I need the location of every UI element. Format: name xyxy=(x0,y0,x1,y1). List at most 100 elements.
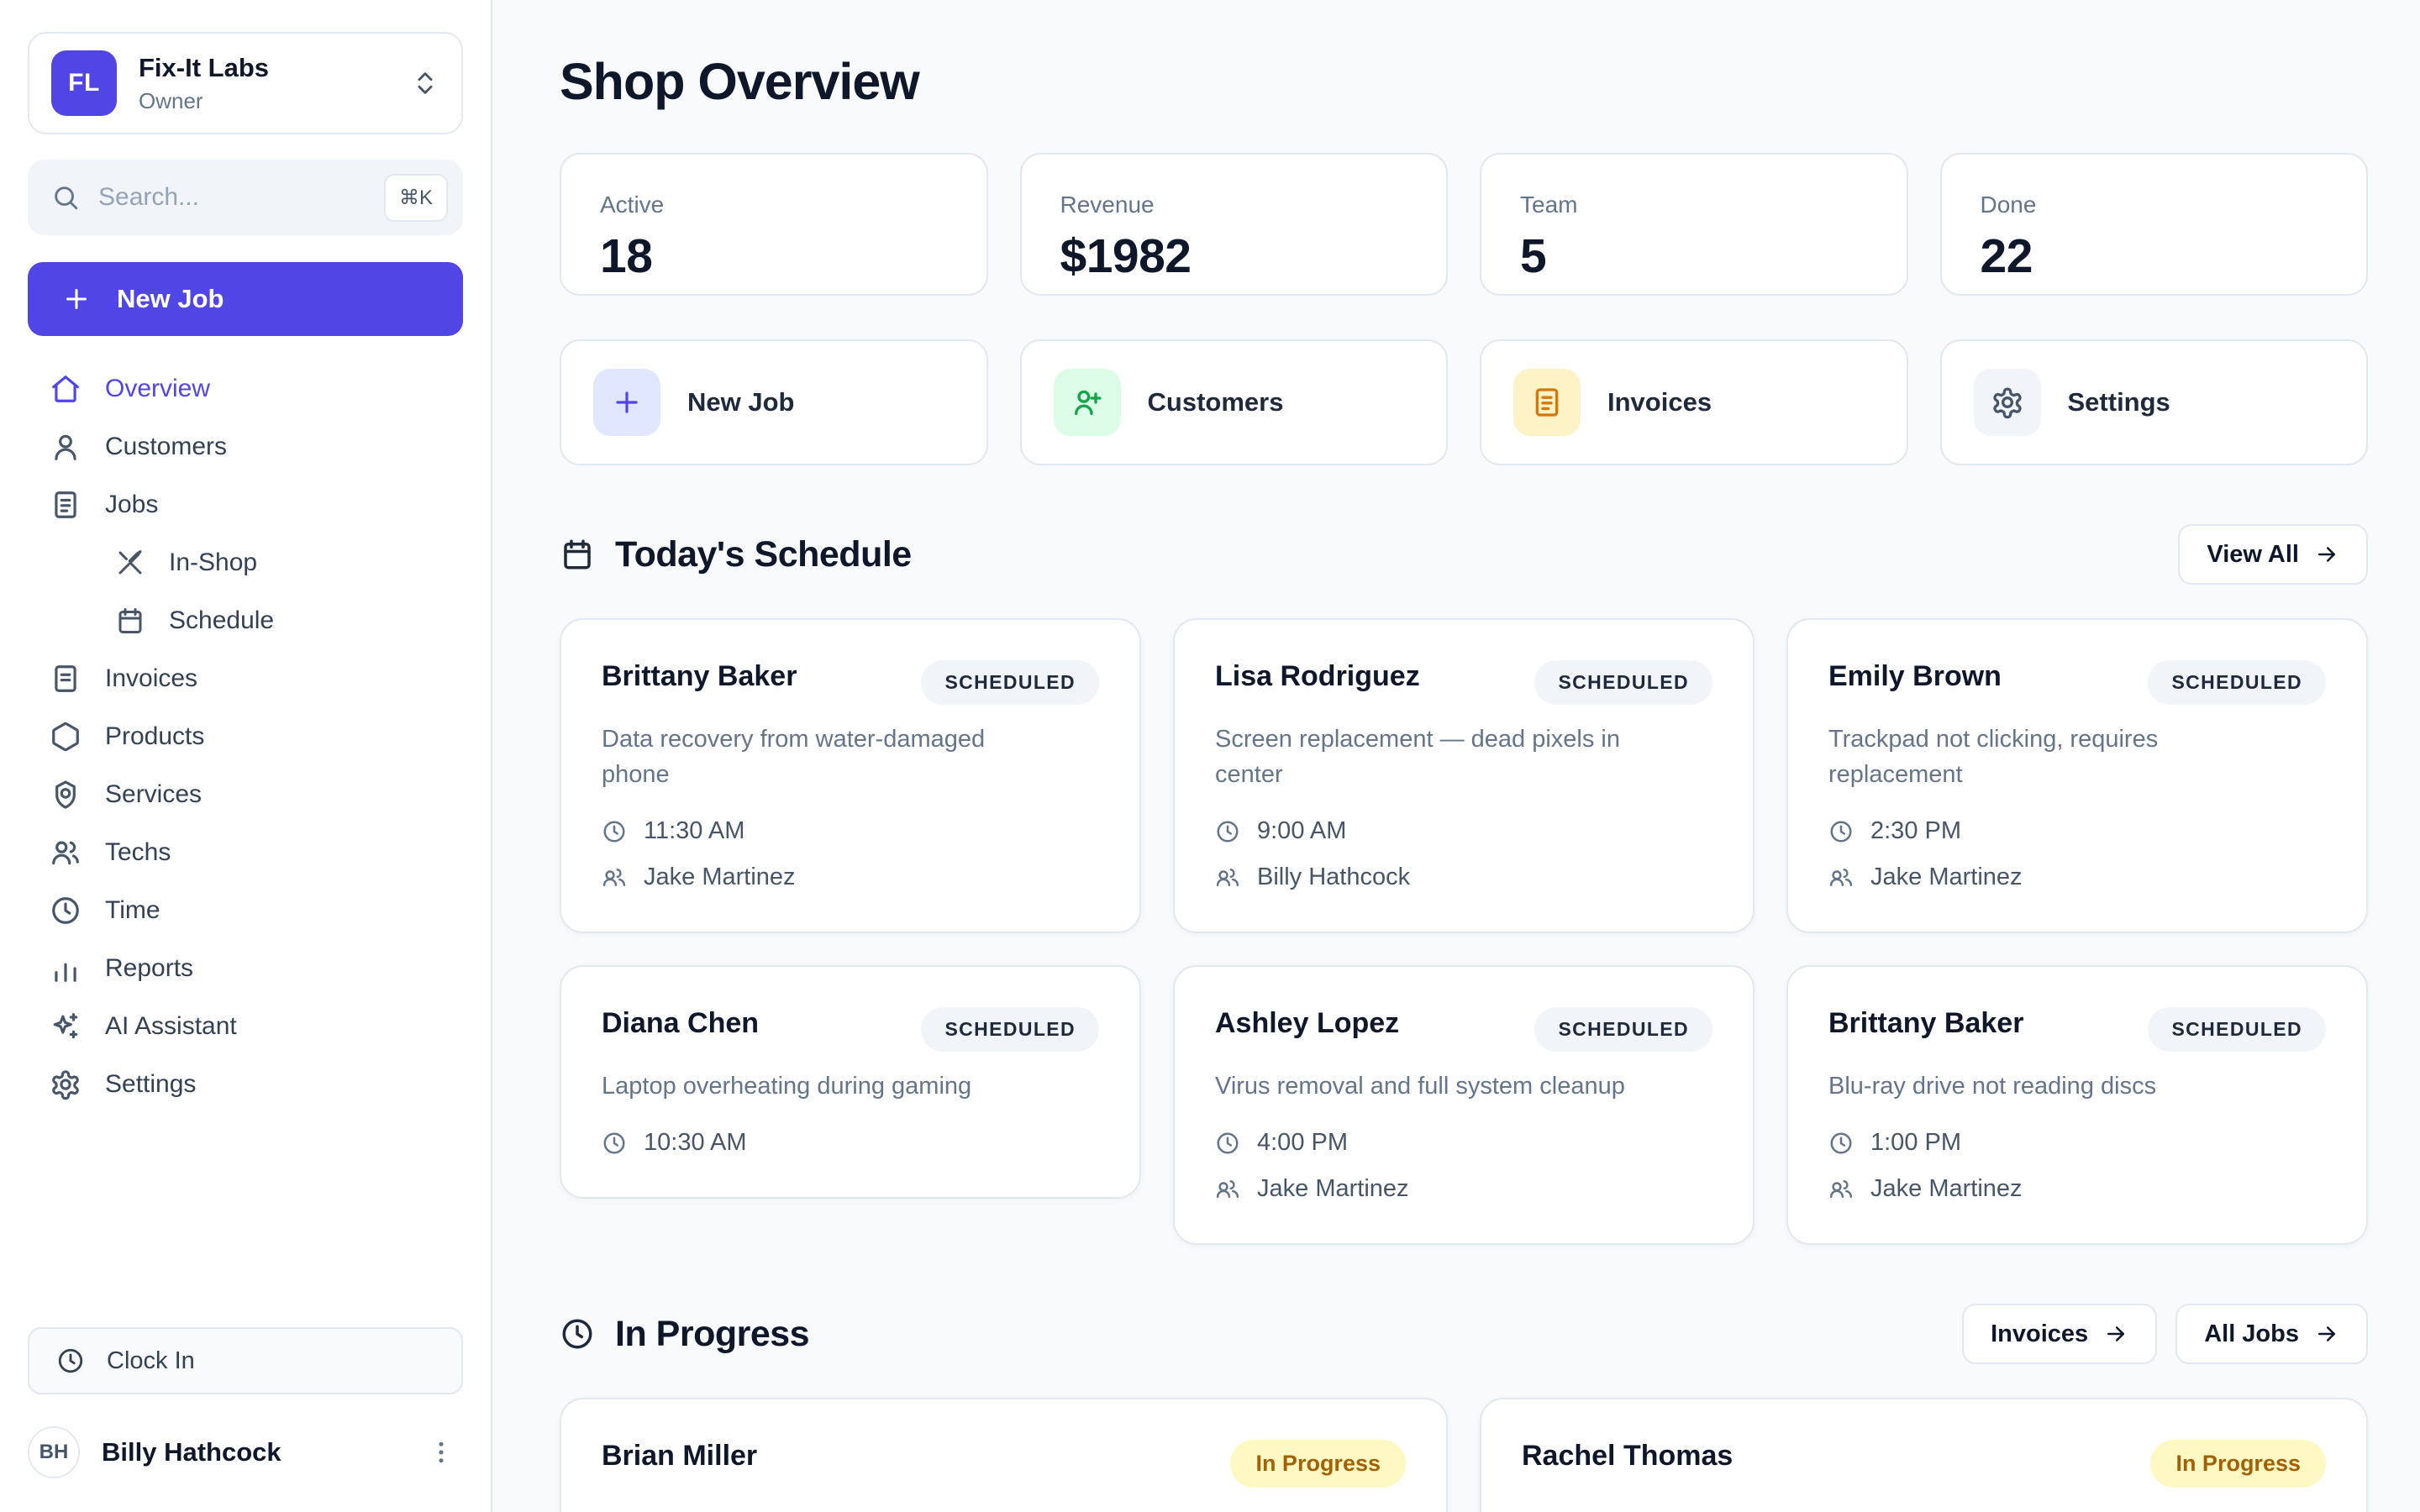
sidebar-nav: Overview Customers Jobs In-Shop Schedule… xyxy=(28,360,463,1113)
sidebar-item-label: Invoices xyxy=(105,664,198,692)
user-row[interactable]: BH Billy Hathcock xyxy=(28,1426,463,1478)
customer-name: Lisa Rodriguez xyxy=(1215,660,1420,692)
sidebar-item-time[interactable]: Time xyxy=(28,881,463,939)
schedule-card[interactable]: Brittany Baker SCHEDULED Blu-ray drive n… xyxy=(1786,965,2368,1246)
technician-name: Jake Martinez xyxy=(644,864,796,891)
sidebar-item-overview[interactable]: Overview xyxy=(28,360,463,417)
schedule-card[interactable]: Diana Chen SCHEDULED Laptop overheating … xyxy=(560,965,1141,1200)
in-progress-card[interactable]: Brian Miller In Progress Fan running lou… xyxy=(560,1398,1448,1512)
clock-icon xyxy=(1828,1131,1854,1156)
workspace-meta: Fix-It Labs Owner xyxy=(139,53,389,114)
sidebar-item-customers[interactable]: Customers xyxy=(28,417,463,475)
sidebar-item-reports[interactable]: Reports xyxy=(28,939,463,997)
quick-action-new-job[interactable]: New Job xyxy=(560,339,988,465)
time-row: 11:30 AM xyxy=(602,817,1099,845)
stat-card-team: Team 5 xyxy=(1480,153,1908,296)
quick-action-settings[interactable]: Settings xyxy=(1939,339,2368,465)
arrow-right-icon xyxy=(2103,1321,2128,1347)
invoice-icon xyxy=(50,663,82,695)
invoices-button[interactable]: Invoices xyxy=(1962,1304,2158,1365)
sidebar-item-label: AI Assistant xyxy=(105,1011,237,1040)
sidebar-item-label: Overview xyxy=(105,374,211,402)
sidebar-item-services[interactable]: Services xyxy=(28,765,463,823)
new-job-button[interactable]: New Job xyxy=(28,262,463,336)
sidebar-item-label: Settings xyxy=(105,1069,197,1098)
sidebar-item-ai-assistant[interactable]: AI Assistant xyxy=(28,997,463,1055)
technician-row: Jake Martinez xyxy=(602,864,1099,891)
schedule-card[interactable]: Emily Brown SCHEDULED Trackpad not click… xyxy=(1786,618,2368,934)
main-content: Shop Overview Active 18 Revenue $1982 Te… xyxy=(492,0,2420,1512)
schedule-section-title: Today's Schedule xyxy=(560,534,912,575)
sidebar-item-label: In-Shop xyxy=(169,548,258,576)
status-badge: In Progress xyxy=(2150,1440,2326,1488)
clock-in-button[interactable]: Clock In xyxy=(28,1327,463,1394)
users-icon xyxy=(50,837,82,869)
new-job-label: New Job xyxy=(117,284,224,313)
time-row: 4:00 PM xyxy=(1215,1129,1712,1157)
users-icon xyxy=(1828,865,1854,890)
schedule-section-header: Today's Schedule View All xyxy=(560,524,2368,585)
status-badge: SCHEDULED xyxy=(921,660,1099,705)
gear-icon xyxy=(50,1068,82,1100)
technician-row: Jake Martinez xyxy=(1828,1175,2326,1203)
clock-icon xyxy=(602,1131,627,1156)
customer-name: Brittany Baker xyxy=(1828,1007,2024,1040)
quick-action-invoices[interactable]: Invoices xyxy=(1480,339,1908,465)
sidebar-item-label: Techs xyxy=(105,837,171,866)
plus-icon xyxy=(593,369,660,436)
sidebar-item-label: Schedule xyxy=(169,606,275,634)
all-jobs-button[interactable]: All Jobs xyxy=(2175,1304,2368,1365)
stat-card-done: Done 22 xyxy=(1939,153,2368,296)
sidebar-spacer xyxy=(28,1113,463,1327)
sidebar-item-techs[interactable]: Techs xyxy=(28,823,463,881)
view-all-button[interactable]: View All xyxy=(2178,524,2368,585)
customer-name: Brian Miller xyxy=(602,1440,758,1473)
package-icon xyxy=(50,721,82,753)
workspace-name: Fix-It Labs xyxy=(139,52,270,82)
job-description: Virus removal and full system cleanup xyxy=(1215,1073,1625,1100)
sidebar-item-in-shop[interactable]: In-Shop xyxy=(28,533,463,591)
workspace-role: Owner xyxy=(139,87,203,113)
workspace-switcher[interactable]: FL Fix-It Labs Owner xyxy=(28,32,463,134)
quick-action-label: Customers xyxy=(1147,387,1284,417)
schedule-card[interactable]: Brittany Baker SCHEDULED Data recovery f… xyxy=(560,618,1141,934)
clock-icon xyxy=(602,819,627,844)
search-input[interactable] xyxy=(98,183,366,212)
clock-icon xyxy=(56,1347,85,1375)
technician-name: Jake Martinez xyxy=(1257,1175,1409,1203)
arrow-right-icon xyxy=(2314,542,2339,567)
job-description: Blu-ray drive not reading discs xyxy=(1828,1073,2157,1100)
technician-name: Jake Martinez xyxy=(1870,1175,2023,1203)
quick-action-customers[interactable]: Customers xyxy=(1019,339,1448,465)
in-progress-header-actions: Invoices All Jobs xyxy=(1962,1304,2368,1365)
job-description: Left joystick drifting, character moves … xyxy=(1522,1504,2278,1512)
chevrons-up-down-icon xyxy=(411,69,439,97)
sidebar-item-invoices[interactable]: Invoices xyxy=(28,649,463,707)
sidebar-item-products[interactable]: Products xyxy=(28,707,463,765)
sparkles-icon xyxy=(50,1011,82,1042)
sidebar: FL Fix-It Labs Owner ⌘K New Job xyxy=(0,0,492,1512)
users-icon xyxy=(602,865,627,890)
clock-icon xyxy=(1215,819,1240,844)
job-description: Data recovery from water-damaged phone xyxy=(602,726,986,789)
sidebar-item-schedule[interactable]: Schedule xyxy=(28,591,463,649)
document-icon xyxy=(50,489,82,521)
in-progress-section-title: In Progress xyxy=(560,1314,810,1355)
sidebar-item-settings[interactable]: Settings xyxy=(28,1055,463,1113)
quick-actions-row: New Job Customers Invoices Settings xyxy=(560,339,2368,465)
schedule-card[interactable]: Lisa Rodriguez SCHEDULED Screen replacem… xyxy=(1173,618,1754,934)
plus-icon xyxy=(61,284,92,314)
stat-value: $1982 xyxy=(1060,229,1192,283)
kebab-menu-icon[interactable] xyxy=(419,1431,463,1474)
stat-label: Done xyxy=(1980,192,2037,218)
customer-name: Brittany Baker xyxy=(602,660,797,692)
time-value: 10:30 AM xyxy=(644,1129,747,1157)
sidebar-item-jobs[interactable]: Jobs xyxy=(28,475,463,533)
in-progress-card[interactable]: Rachel Thomas In Progress Left joystick … xyxy=(1480,1398,2368,1512)
calendar-icon xyxy=(560,537,595,572)
schedule-card[interactable]: Ashley Lopez SCHEDULED Virus removal and… xyxy=(1173,965,1754,1246)
avatar: BH xyxy=(28,1426,80,1478)
quick-action-label: Invoices xyxy=(1607,387,1712,417)
user-plus-icon xyxy=(1053,369,1121,436)
calendar-icon xyxy=(115,606,145,636)
